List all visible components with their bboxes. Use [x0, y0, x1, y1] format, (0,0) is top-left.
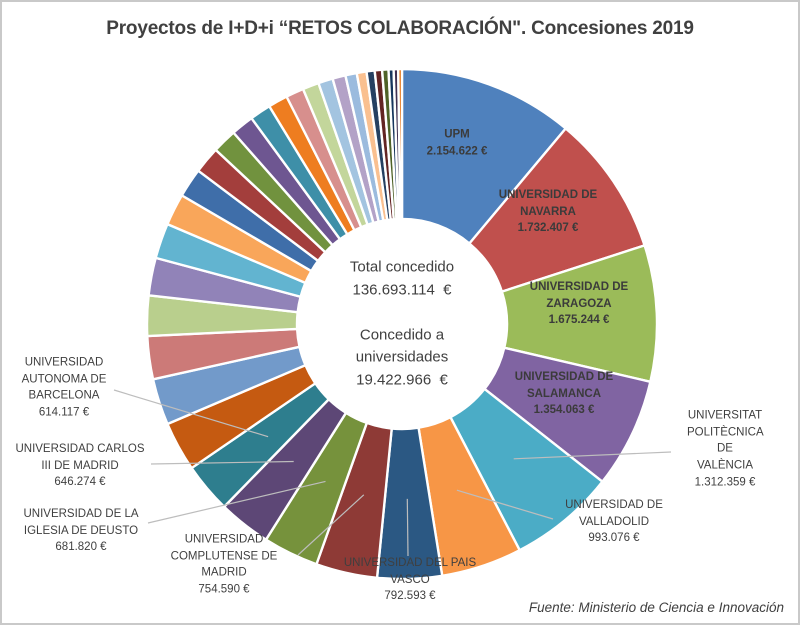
leader-line-pais-vasco	[406, 498, 409, 557]
slice-label-valencia: UNIVERSITAT POLITÈCNICA DE VALÈNCIA 1.31…	[686, 409, 764, 489]
slice-label-zaragoza: UNIVERSIDAD DE ZARAGOZA 1.675.244 €	[529, 280, 629, 327]
leader-line-valencia	[513, 451, 672, 460]
slice-label-deusto: UNIVERSIDAD DE LA IGLESIA DE DEUSTO 681.…	[23, 507, 139, 554]
pie-slice-upm	[400, 67, 567, 245]
slice-label-pais-vasco: UNIVERSIDAD DEL PAIS VASCO 792.593 €	[343, 556, 477, 603]
slice-label-valladolid: UNIVERSIDAD DE VALLADOLID 993.076 €	[565, 498, 663, 545]
leader-line-complutense	[297, 494, 365, 556]
source-note: Fuente: Ministerio de Ciencia e Innovaci…	[528, 600, 784, 615]
chart-title: Proyectos de I+D+i “RETOS COLABORACIÓN".…	[106, 18, 694, 39]
pie-slice-other-25	[397, 67, 404, 221]
slice-label-upm: UPM 2.154.622 €	[426, 128, 488, 157]
leader-line-deusto	[147, 480, 326, 524]
slice-label-navarra: UNIVERSIDAD DE NAVARRA 1.732.407 €	[498, 188, 598, 235]
slice-label-salamanca: UNIVERSIDAD DE SALAMANCA 1.354.063 €	[514, 370, 614, 417]
slice-label-barcelona: UNIVERSIDAD AUTONOMA DE BARCELONA 614.11…	[21, 356, 107, 419]
donut-center-totals: Total concedido 136.693.114 € Concedido …	[349, 258, 455, 389]
slice-label-carlos-iii: UNIVERSIDAD CARLOS III DE MADRID 646.274…	[15, 442, 145, 489]
leader-line-carlos-iii	[150, 460, 294, 465]
leader-line-barcelona	[113, 389, 269, 438]
leader-line-valladolid	[456, 489, 554, 520]
slice-label-complutense: UNIVERSIDAD COMPLUTENSE DE MADRID 754.59…	[170, 533, 278, 596]
